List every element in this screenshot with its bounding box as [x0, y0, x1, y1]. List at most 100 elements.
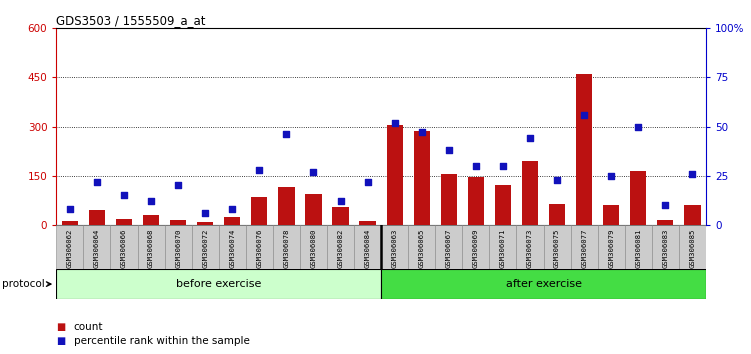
Bar	[684, 205, 701, 225]
Bar	[657, 220, 674, 225]
Text: GSM306067: GSM306067	[446, 228, 452, 268]
Point	[443, 147, 455, 153]
Bar	[522, 161, 538, 225]
Bar	[224, 217, 240, 225]
Bar	[571, 225, 598, 269]
Point	[145, 198, 157, 204]
Bar	[463, 225, 490, 269]
Bar	[56, 269, 381, 299]
Bar	[110, 225, 137, 269]
Bar	[495, 185, 511, 225]
Bar	[143, 215, 159, 225]
Text: GSM306084: GSM306084	[364, 228, 370, 268]
Bar	[490, 225, 517, 269]
Text: ■: ■	[56, 322, 65, 332]
Bar	[219, 225, 246, 269]
Bar	[327, 225, 354, 269]
Bar	[300, 225, 327, 269]
Bar	[468, 177, 484, 225]
Bar	[679, 225, 706, 269]
Bar	[273, 225, 300, 269]
Bar	[62, 221, 78, 225]
Bar	[414, 131, 430, 225]
Point	[686, 171, 698, 177]
Bar	[279, 187, 294, 225]
Text: GSM306073: GSM306073	[527, 228, 533, 268]
Text: GSM306074: GSM306074	[229, 228, 235, 268]
Point	[226, 206, 238, 212]
Bar	[381, 269, 706, 299]
Point	[389, 120, 401, 125]
Text: GSM306069: GSM306069	[473, 228, 479, 268]
Bar	[387, 125, 403, 225]
Text: GSM306085: GSM306085	[689, 228, 695, 268]
Bar	[354, 225, 382, 269]
Bar	[83, 225, 110, 269]
Point	[524, 136, 536, 141]
Bar	[170, 220, 186, 225]
Point	[199, 210, 211, 216]
Text: GSM306072: GSM306072	[202, 228, 208, 268]
Point	[578, 112, 590, 118]
Text: GSM306080: GSM306080	[310, 228, 316, 268]
Bar	[436, 225, 463, 269]
Text: GDS3503 / 1555509_a_at: GDS3503 / 1555509_a_at	[56, 14, 206, 27]
Bar	[197, 222, 213, 225]
Bar	[306, 194, 321, 225]
Text: percentile rank within the sample: percentile rank within the sample	[74, 336, 249, 346]
Text: GSM306068: GSM306068	[148, 228, 154, 268]
Text: GSM306064: GSM306064	[94, 228, 100, 268]
Bar	[630, 171, 647, 225]
Bar	[192, 225, 219, 269]
Point	[605, 173, 617, 178]
Bar	[164, 225, 192, 269]
Bar	[246, 225, 273, 269]
Point	[172, 183, 184, 188]
Text: GSM306065: GSM306065	[419, 228, 425, 268]
Text: GSM306070: GSM306070	[175, 228, 181, 268]
Text: after exercise: after exercise	[505, 279, 581, 289]
Text: ■: ■	[56, 336, 65, 346]
Text: GSM306063: GSM306063	[392, 228, 398, 268]
Text: GSM306076: GSM306076	[256, 228, 262, 268]
Text: before exercise: before exercise	[176, 279, 261, 289]
Point	[361, 179, 373, 184]
Point	[253, 167, 265, 173]
Bar	[381, 225, 409, 269]
Bar	[56, 225, 83, 269]
Text: GSM306079: GSM306079	[608, 228, 614, 268]
Bar	[549, 204, 566, 225]
Text: GSM306077: GSM306077	[581, 228, 587, 268]
Text: GSM306066: GSM306066	[121, 228, 127, 268]
Text: GSM306082: GSM306082	[337, 228, 343, 268]
Bar	[603, 205, 620, 225]
Bar	[360, 221, 376, 225]
Point	[91, 179, 103, 184]
Bar	[625, 225, 652, 269]
Point	[334, 198, 346, 204]
Bar	[441, 174, 457, 225]
Text: GSM306083: GSM306083	[662, 228, 668, 268]
Text: GSM306078: GSM306078	[283, 228, 289, 268]
Point	[64, 206, 76, 212]
Bar	[652, 225, 679, 269]
Point	[280, 132, 292, 137]
Point	[632, 124, 644, 129]
Bar	[137, 225, 164, 269]
Bar	[333, 207, 348, 225]
Text: GSM306081: GSM306081	[635, 228, 641, 268]
Bar	[598, 225, 625, 269]
Point	[470, 163, 482, 169]
Bar	[544, 225, 571, 269]
Bar	[517, 225, 544, 269]
Point	[118, 193, 130, 198]
Bar	[89, 210, 105, 225]
Bar	[409, 225, 436, 269]
Point	[416, 130, 428, 135]
Text: GSM306075: GSM306075	[554, 228, 560, 268]
Text: GSM306071: GSM306071	[500, 228, 506, 268]
Point	[551, 177, 563, 182]
Bar	[576, 74, 593, 225]
Text: protocol: protocol	[2, 279, 45, 289]
Text: count: count	[74, 322, 103, 332]
